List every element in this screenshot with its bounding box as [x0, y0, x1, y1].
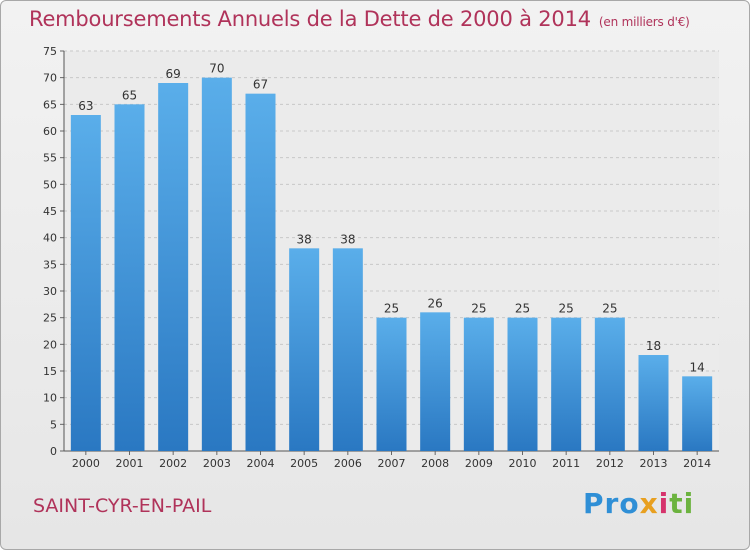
proxiti-logo: Proxiti: [583, 487, 695, 520]
chart-unit: (en milliers d'€): [598, 15, 690, 29]
bar-2012: [594, 317, 625, 451]
bar-2009: [463, 317, 494, 451]
x-tick-label: 2013: [640, 457, 668, 470]
bar-2002: [158, 83, 189, 451]
bar-value-label: 38: [340, 232, 355, 246]
bar-value-label: 25: [602, 302, 617, 316]
x-tick-label: 2001: [116, 457, 144, 470]
chart-title-text: Remboursements Annuels de la Dette de 20…: [29, 7, 591, 31]
bar-value-label: 26: [428, 296, 443, 310]
y-tick-label: 5: [50, 418, 57, 431]
x-tick-label: 2011: [552, 457, 580, 470]
bar-2010: [507, 317, 538, 451]
y-tick-label: 60: [43, 125, 57, 138]
x-tick-label: 2008: [421, 457, 449, 470]
y-tick-label: 45: [43, 205, 57, 218]
bar-value-label: 25: [384, 302, 399, 316]
bar-2011: [551, 317, 582, 451]
x-tick-label: 2000: [72, 457, 100, 470]
y-tick-label: 10: [43, 392, 57, 405]
bar-2004: [245, 93, 276, 452]
x-tick-label: 2012: [596, 457, 624, 470]
y-tick-label: 20: [43, 338, 57, 351]
bar-value-label: 38: [297, 232, 312, 246]
x-tick-label: 2005: [290, 457, 318, 470]
bar-value-label: 25: [515, 302, 530, 316]
y-tick-label: 15: [43, 365, 57, 378]
bar-value-label: 25: [471, 302, 486, 316]
bar-2013: [638, 355, 669, 451]
y-tick-label: 65: [43, 98, 57, 111]
y-tick-label: 70: [43, 72, 57, 85]
bar-2000: [70, 115, 101, 451]
x-tick-label: 2009: [465, 457, 493, 470]
bar-value-label: 25: [559, 302, 574, 316]
y-tick-label: 50: [43, 178, 57, 191]
bar-value-label: 69: [166, 67, 181, 81]
x-tick-label: 2006: [334, 457, 362, 470]
bar-2005: [289, 248, 320, 451]
y-tick-label: 0: [50, 445, 57, 458]
x-tick-label: 2002: [159, 457, 187, 470]
x-tick-label: 2004: [247, 457, 275, 470]
y-tick-label: 55: [43, 152, 57, 165]
bar-2007: [376, 317, 407, 451]
bar-2003: [201, 77, 232, 452]
y-tick-label: 35: [43, 258, 57, 271]
bar-2014: [682, 376, 713, 451]
x-tick-label: 2007: [378, 457, 406, 470]
bar-2006: [332, 248, 363, 451]
x-tick-label: 2014: [683, 457, 711, 470]
y-tick-label: 40: [43, 232, 57, 245]
x-tick-label: 2010: [509, 457, 537, 470]
bar-value-label: 14: [690, 360, 705, 374]
bar-value-label: 70: [209, 62, 224, 76]
bar-value-label: 67: [253, 78, 268, 92]
chart-title: Remboursements Annuels de la Dette de 20…: [29, 7, 690, 31]
bar-value-label: 65: [122, 88, 137, 102]
y-tick-label: 30: [43, 285, 57, 298]
bar-value-label: 63: [78, 99, 93, 113]
bar-2008: [420, 312, 451, 451]
x-tick-label: 2003: [203, 457, 231, 470]
y-tick-label: 25: [43, 312, 57, 325]
y-tick-label: 75: [43, 45, 57, 58]
bar-value-label: 18: [646, 339, 661, 353]
bar-2001: [114, 104, 145, 451]
commune-name: SAINT-CYR-EN-PAIL: [33, 495, 212, 517]
